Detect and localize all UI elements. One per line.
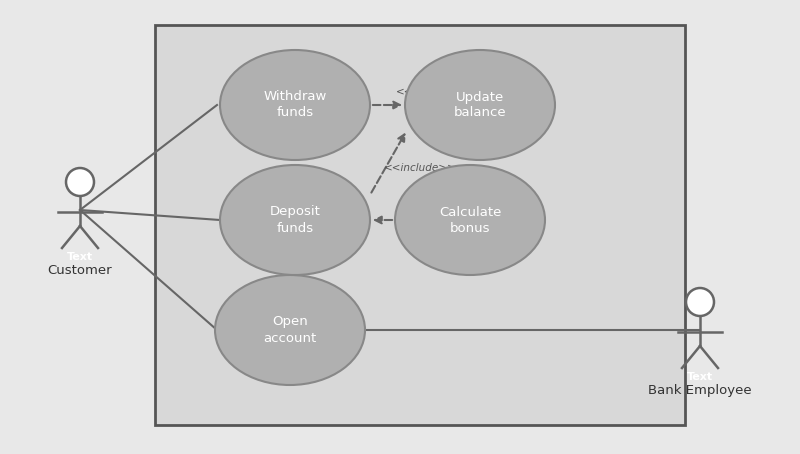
Text: <<include>>: <<include>>	[384, 163, 456, 173]
Text: Text: Text	[687, 372, 713, 382]
Text: Bank Employee: Bank Employee	[648, 384, 752, 397]
Text: Calculate
bonus: Calculate bonus	[439, 206, 501, 235]
Text: Update
balance: Update balance	[454, 90, 506, 119]
Text: Text: Text	[67, 252, 93, 262]
Text: <<include>>: <<include>>	[396, 87, 468, 97]
Text: Open
account: Open account	[263, 316, 317, 345]
Circle shape	[686, 288, 714, 316]
Text: <<extend>>: <<extend>>	[396, 228, 468, 238]
Ellipse shape	[215, 275, 365, 385]
Ellipse shape	[395, 165, 545, 275]
Ellipse shape	[220, 50, 370, 160]
Text: Deposit
funds: Deposit funds	[270, 206, 321, 235]
Circle shape	[66, 168, 94, 196]
FancyBboxPatch shape	[155, 25, 685, 425]
Ellipse shape	[405, 50, 555, 160]
Text: Customer: Customer	[48, 264, 112, 277]
Text: Withdraw
funds: Withdraw funds	[263, 90, 326, 119]
Ellipse shape	[220, 165, 370, 275]
